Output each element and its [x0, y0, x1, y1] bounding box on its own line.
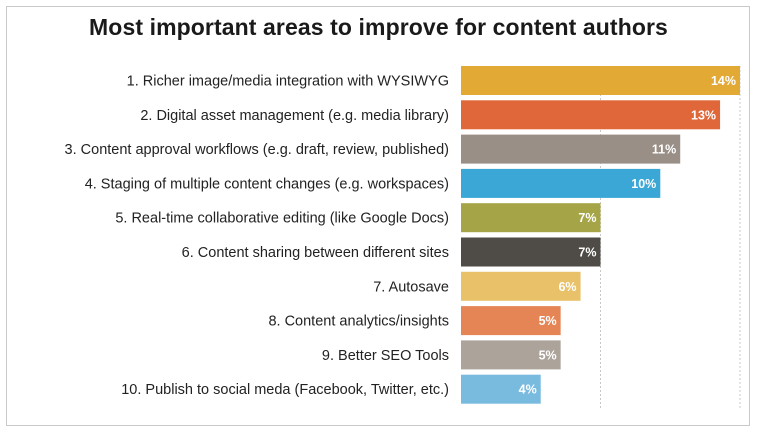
- category-label-2: 2. Digital asset management (e.g. media …: [140, 108, 449, 124]
- bar-6: [461, 237, 601, 267]
- value-label-2: 13%: [691, 108, 716, 122]
- bar-7: [461, 271, 581, 301]
- chart-title: Most important areas to improve for cont…: [89, 14, 668, 40]
- value-label-5: 7%: [578, 211, 596, 225]
- value-label-10: 4%: [519, 383, 537, 397]
- bar-1: [461, 66, 740, 95]
- value-label-9: 5%: [539, 348, 557, 362]
- value-label-4: 10%: [631, 177, 656, 191]
- bar-10: [461, 374, 541, 404]
- category-label-1: 1. Richer image/media integration with W…: [127, 74, 449, 90]
- category-label-10: 10. Publish to social meda (Facebook, Tw…: [121, 382, 449, 398]
- value-label-8: 5%: [539, 314, 557, 328]
- bar-3: [461, 134, 681, 164]
- value-label-7: 6%: [558, 280, 576, 294]
- bar-4: [461, 168, 661, 198]
- category-label-9: 9. Better SEO Tools: [322, 348, 449, 364]
- value-label-6: 7%: [578, 246, 596, 260]
- category-label-3: 3. Content approval workflows (e.g. draf…: [65, 142, 449, 158]
- bar-5: [461, 203, 601, 233]
- value-label-3: 11%: [652, 143, 676, 157]
- category-label-6: 6. Content sharing between different sit…: [182, 245, 449, 261]
- bar-2: [461, 100, 721, 130]
- category-label-7: 7. Autosave: [373, 279, 449, 295]
- category-label-8: 8. Content analytics/insights: [268, 314, 449, 330]
- value-label-1: 14%: [711, 74, 736, 88]
- category-label-5: 5. Real-time collaborative editing (like…: [115, 211, 449, 227]
- bar-8: [461, 306, 561, 336]
- category-label-4: 4. Staging of multiple content changes (…: [85, 176, 449, 192]
- bar-9: [461, 340, 561, 370]
